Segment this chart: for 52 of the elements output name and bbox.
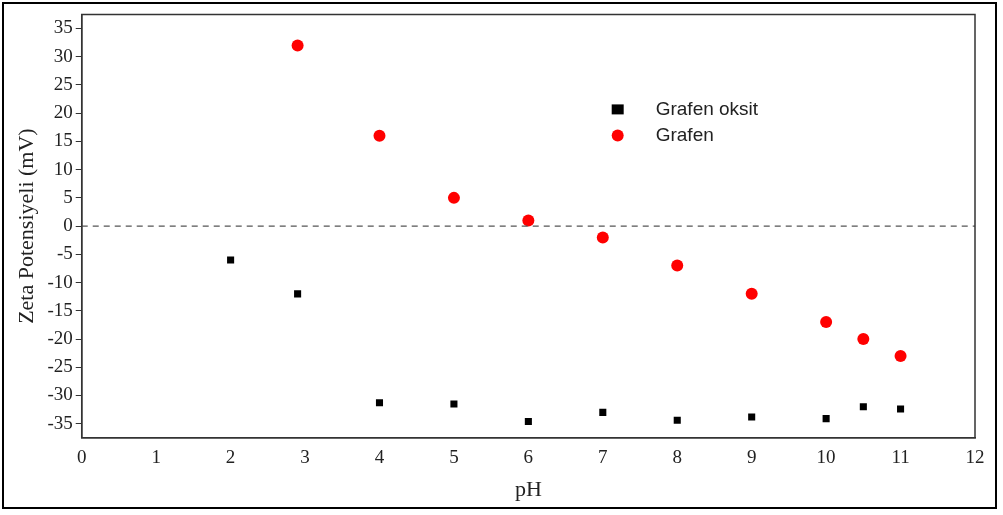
y-tick-label: -20 [47,326,73,348]
point [745,287,758,300]
x-tick-label: 4 [374,446,385,468]
point [748,413,756,421]
y-tick-label: -10 [47,270,73,292]
point [450,400,458,408]
x-axis-title: pH [514,475,542,501]
y-tick-label: 0 [63,214,73,236]
x-tick-label: 12 [965,446,985,468]
point [522,214,535,227]
point [820,316,833,329]
point [227,256,235,264]
point [294,290,302,298]
y-tick-label: 15 [53,129,73,151]
y-tick-label: -25 [47,355,73,377]
y-tick-label: -15 [47,298,73,320]
x-tick-label: 9 [746,446,757,468]
x-tick-label: 11 [891,446,910,468]
point [673,416,681,424]
x-tick-label: 3 [300,446,310,468]
point [373,129,386,142]
y-tick-label: 10 [53,157,73,179]
x-tick-label: 7 [598,446,608,468]
y-axis-title: Zeta Potensiyeli (mV) [12,128,38,324]
point [596,231,609,244]
point [822,415,830,423]
point [671,259,684,272]
x-tick-label: 5 [449,446,459,468]
legend-label: Grafen oksit [655,97,759,119]
x-tick-label: 6 [523,446,534,468]
point [859,403,867,411]
point [375,399,384,407]
y-tick-label: 30 [53,44,73,66]
x-tick-label: 1 [151,446,161,468]
x-tick-label: 10 [816,446,836,468]
point [291,39,304,52]
y-tick-label: -35 [47,411,73,433]
point [524,417,532,425]
y-tick-label: -30 [47,383,73,405]
point [447,191,460,204]
y-tick-label: 25 [53,72,73,94]
x-tick-label: 8 [672,446,682,468]
point [599,408,607,416]
point [894,349,907,362]
y-tick-label: 20 [53,101,73,123]
x-tick-label: 2 [225,446,236,468]
point [897,405,905,413]
y-tick-label: -5 [56,242,73,264]
legend-label: Grafen [655,123,714,145]
y-tick-label: 35 [53,16,73,38]
point [857,333,870,346]
y-tick-label: 5 [63,185,73,207]
